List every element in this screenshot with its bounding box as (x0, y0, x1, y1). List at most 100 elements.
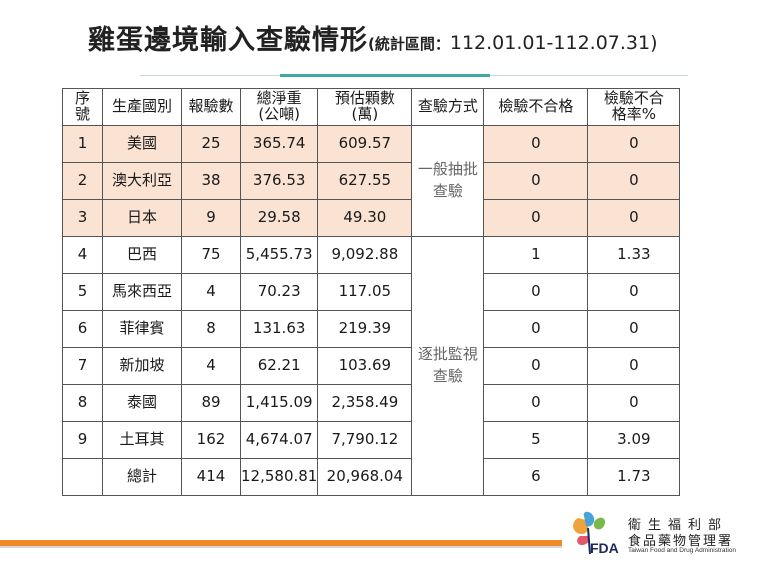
cell-reports: 4 (181, 347, 241, 385)
cell-country: 菲律賓 (102, 310, 182, 348)
cell-country: 土耳其 (102, 421, 182, 459)
butterfly-logo-icon (573, 511, 606, 555)
cell-reports: 8 (181, 310, 241, 348)
header-method: 查驗方式 (411, 88, 485, 126)
cell-no: 6 (62, 310, 103, 348)
cell-rate: 0 (587, 347, 681, 385)
cell-count: 117.05 (317, 273, 413, 311)
cell-rate: 0 (587, 310, 681, 348)
header-rate: 檢驗不合 格率% (587, 88, 681, 126)
cell-no: 8 (62, 384, 103, 422)
total-cell-reports: 414 (181, 458, 241, 496)
cell-rate: 0 (587, 162, 681, 200)
cell-weight: 5,455.73 (239, 236, 319, 274)
cell-rate: 0 (587, 125, 681, 163)
cell-reports: 89 (181, 384, 241, 422)
cell-no: 1 (62, 125, 103, 163)
footer-bar (0, 540, 562, 546)
table-row: 9 土耳其 162 4,674.07 7,790.12 5 3.09 (62, 421, 681, 459)
table-row: 1 美國 25 365.74 609.57 一般抽批 查驗 0 0 (62, 125, 681, 237)
cell-fail: 0 (483, 125, 589, 163)
cell-fail: 0 (483, 199, 589, 237)
header-weight: 總淨重 (公噸) (239, 88, 319, 126)
table-total-row: 總計 414 12,580.81 20,968.04 6 1.73 (62, 458, 681, 496)
table-row: 3 日本 9 29.58 49.30 0 0 (62, 199, 681, 237)
title-period-open: (統計區間： (368, 35, 450, 53)
logo-mark-text: FDA (590, 540, 619, 556)
logo-org-english: Taiwan Food and Drug Administration (628, 547, 737, 554)
cell-rate: 0 (587, 273, 681, 311)
method-label-line: 一般抽批 (417, 160, 478, 179)
fda-logo: FDA 衛生福利部 食品藥物管理署 Taiwan Food and Drug A… (568, 510, 758, 560)
header-country: 生產國別 (102, 88, 182, 126)
cell-country: 澳大利亞 (102, 162, 182, 200)
cell-fail: 5 (483, 421, 589, 459)
cell-fail: 1 (483, 236, 589, 274)
cell-no: 4 (62, 236, 103, 274)
footer-bar-shadow (0, 546, 562, 548)
cell-weight: 365.74 (239, 125, 319, 163)
logo-org-line1: 衛生福利部 (628, 518, 729, 533)
table-row: 5 馬來西亞 4 70.23 117.05 0 0 (62, 273, 681, 311)
total-cell-count: 20,968.04 (317, 458, 413, 496)
cell-rate: 3.09 (587, 421, 681, 459)
inspection-table: 序號 生產國別 報驗數 總淨重 (公噸) 預估顆數 (萬) 查驗方式 檢驗不合格 檢… (62, 88, 681, 496)
title-divider-accent (280, 74, 490, 77)
cell-country: 美國 (102, 125, 182, 163)
cell-count: 627.55 (317, 162, 413, 200)
title-period: (統計區間：112.01.01-112.07.31) (368, 32, 658, 54)
cell-rate: 0 (587, 384, 681, 422)
cell-no: 3 (62, 199, 103, 237)
header-no: 序號 (62, 88, 103, 126)
title-divider (140, 74, 688, 77)
cell-reports: 162 (181, 421, 241, 459)
table-row: 4 巴西 75 5,455.73 9,092.88 逐批監視 查驗 1 1.33 (62, 236, 681, 496)
cell-weight: 1,415.09 (239, 384, 319, 422)
cell-fail: 0 (483, 162, 589, 200)
cell-fail: 0 (483, 310, 589, 348)
cell-reports: 9 (181, 199, 241, 237)
logo-org-line2: 食品藥物管理署 (628, 534, 734, 549)
header-fail: 檢驗不合格 (483, 88, 589, 126)
cell-country: 新加坡 (102, 347, 182, 385)
cell-rate: 1.33 (587, 236, 681, 274)
cell-count: 2,358.49 (317, 384, 413, 422)
total-cell-no (62, 458, 103, 496)
total-cell-weight: 12,580.81 (239, 458, 319, 496)
cell-no: 9 (62, 421, 103, 459)
total-cell-fail: 6 (483, 458, 589, 496)
method-monitor-cell: 逐批監視 查驗 (411, 236, 485, 496)
cell-weight: 4,674.07 (239, 421, 319, 459)
table-row: 8 泰國 89 1,415.09 2,358.49 0 0 (62, 384, 681, 422)
total-cell-country: 總計 (102, 458, 182, 496)
header-reports: 報驗數 (181, 88, 241, 126)
cell-weight: 29.58 (239, 199, 319, 237)
page-title: 雞蛋邊境輸入查驗情形(統計區間：112.01.01-112.07.31) (88, 18, 658, 57)
cell-weight: 131.63 (239, 310, 319, 348)
title-period-close: ) (650, 32, 658, 54)
cell-country: 巴西 (102, 236, 182, 274)
cell-no: 2 (62, 162, 103, 200)
header-count: 預估顆數 (萬) (317, 88, 413, 126)
cell-reports: 75 (181, 236, 241, 274)
cell-count: 103.69 (317, 347, 413, 385)
method-label-line: 逐批監視 (417, 345, 478, 364)
cell-reports: 4 (181, 273, 241, 311)
method-general-cell: 一般抽批 查驗 (411, 125, 485, 237)
cell-fail: 0 (483, 273, 589, 311)
cell-rate: 0 (587, 199, 681, 237)
cell-country: 泰國 (102, 384, 182, 422)
cell-country: 馬來西亞 (102, 273, 182, 311)
table-row: 6 菲律賓 8 131.63 219.39 0 0 (62, 310, 681, 348)
table-header-row: 序號 生產國別 報驗數 總淨重 (公噸) 預估顆數 (萬) 查驗方式 檢驗不合格 檢… (62, 88, 681, 126)
cell-count: 609.57 (317, 125, 413, 163)
cell-reports: 25 (181, 125, 241, 163)
title-main: 雞蛋邊境輸入查驗情形 (88, 25, 368, 56)
table-row: 2 澳大利亞 38 376.53 627.55 0 0 (62, 162, 681, 200)
cell-count: 49.30 (317, 199, 413, 237)
cell-weight: 62.21 (239, 347, 319, 385)
table-body: 1 美國 25 365.74 609.57 一般抽批 查驗 0 0 2 澳大利亞 38 376.53 62… (62, 125, 681, 496)
cell-reports: 38 (181, 162, 241, 200)
total-cell-rate: 1.73 (587, 458, 681, 496)
cell-fail: 0 (483, 384, 589, 422)
